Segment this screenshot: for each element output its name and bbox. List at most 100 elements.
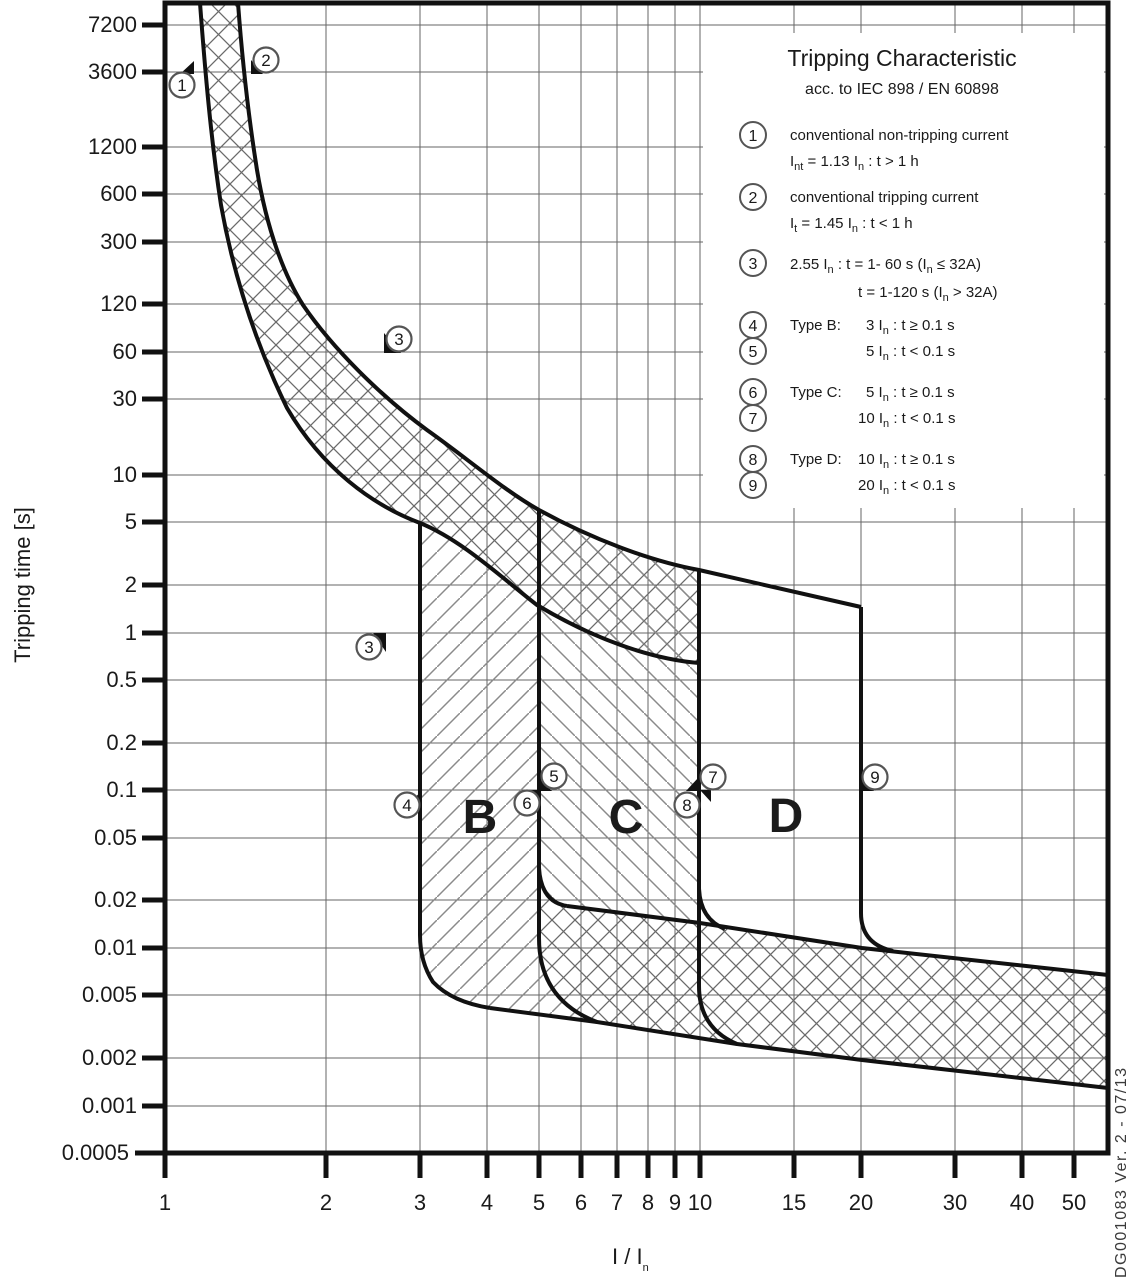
d-max-20in-line <box>859 607 894 953</box>
x-tick-label: 15 <box>782 1190 806 1215</box>
marker-circle-1 <box>168 71 196 99</box>
legend-item-7-formula: 10 In : t < 0.1 s <box>858 410 955 430</box>
marker-circle-4 <box>393 791 421 819</box>
legend-panel: Tripping Characteristic acc. to IEC 898 … <box>703 33 1104 508</box>
y-tick-label: 0.01 <box>94 935 137 960</box>
x-tick-label: 8 <box>642 1190 654 1215</box>
y-tick-label: 0.5 <box>106 667 137 692</box>
legend-item-4-type: Type B: <box>790 317 841 334</box>
y-tick-label: 30 <box>113 386 137 411</box>
y-tick-label: 0.002 <box>82 1045 137 1070</box>
thermal-upper-curve <box>236 2 862 609</box>
y-tick-label: 0.005 <box>82 982 137 1007</box>
y-tick-label: 0.2 <box>106 730 137 755</box>
legend-item-5-formula: 5 In : t < 0.1 s <box>866 343 955 363</box>
legend-marker-1 <box>739 121 767 149</box>
x-tick-label: 7 <box>611 1190 623 1215</box>
legend-marker-2-number: 2 <box>749 190 758 207</box>
legend-marker-6-number: 6 <box>749 385 758 402</box>
y-tick-label: 5 <box>125 509 137 534</box>
x-tick-label: 50 <box>1062 1190 1086 1215</box>
legend-item-1-title: conventional non-tripping current <box>790 127 1009 144</box>
x-tick-label: 5 <box>533 1190 545 1215</box>
chart-title: Tripping Characteristic <box>787 45 1016 71</box>
y-tick-label: 300 <box>100 229 137 254</box>
marker-circle-3b <box>355 633 383 661</box>
y-tick-label: 2 <box>125 572 137 597</box>
y-tick-label: 600 <box>100 181 137 206</box>
x-tick-label: 40 <box>1010 1190 1034 1215</box>
x-tick-label: 30 <box>943 1190 967 1215</box>
marker-number-1: 1 <box>177 76 186 95</box>
y-tick-label: 1 <box>125 620 137 645</box>
y-tick-label: 0.0005 <box>62 1140 129 1165</box>
region-label-b: B <box>463 791 498 844</box>
legend-marker-8-number: 8 <box>749 452 758 469</box>
x-tick-label: 2 <box>320 1190 332 1215</box>
y-tick-label: 120 <box>100 291 137 316</box>
region-label-d: D <box>769 790 804 843</box>
flag-1 <box>180 61 194 74</box>
region-label-c: C <box>609 791 644 844</box>
flag-7 <box>686 778 698 791</box>
x-tick-label: 1 <box>159 1190 171 1215</box>
marker-number-4: 4 <box>402 796 411 815</box>
region-labels: B C D <box>463 790 804 844</box>
x-tick-label: 9 <box>669 1190 681 1215</box>
y-tick-label: 0.1 <box>106 777 137 802</box>
legend-item-6-formula: 5 In : t ≥ 0.1 s <box>866 384 955 404</box>
y-axis-labels: 7200 3600 1200 600 300 120 60 30 10 5 2 … <box>62 12 137 1165</box>
legend-item-1-formula: Int = 1.13 In : t > 1 h <box>790 153 919 173</box>
y-tick-label: 60 <box>113 339 137 364</box>
legend-marker-1-number: 1 <box>749 128 758 145</box>
legend-marker-4-number: 4 <box>749 318 758 335</box>
legend-item-3-line2: t = 1-120 s (In > 32A) <box>858 284 998 304</box>
x-tick-label: 6 <box>575 1190 587 1215</box>
legend-item-2-title: conventional tripping current <box>790 189 979 206</box>
marker-circle-2 <box>252 46 280 74</box>
marker-number-9: 9 <box>870 768 879 787</box>
legend-item-3-line1: 2.55 In : t = 1- 60 s (In ≤ 32A) <box>790 256 981 276</box>
marker-circle-5 <box>540 762 568 790</box>
legend-item-8-type: Type D: <box>790 451 842 468</box>
y-tick-label: 0.05 <box>94 825 137 850</box>
thermal-lower-curve <box>198 2 700 665</box>
y-axis-ticks <box>135 22 166 1156</box>
marker-circle-6 <box>513 789 541 817</box>
marker-number-8: 8 <box>682 796 691 815</box>
legend-marker-7 <box>739 404 767 432</box>
x-axis-ticks <box>162 1153 1077 1178</box>
marker-number-3a: 3 <box>394 330 403 349</box>
y-tick-label: 10 <box>113 462 137 487</box>
legend-marker-3 <box>739 249 767 277</box>
legend-marker-7-number: 7 <box>749 411 758 428</box>
marker-circle-3a <box>385 325 413 353</box>
type-c-region <box>539 510 725 929</box>
legend-item-6-type: Type C: <box>790 384 842 401</box>
legend-item-8-formula: 10 In : t ≥ 0.1 s <box>858 451 955 471</box>
y-tick-label: 0.001 <box>82 1093 137 1118</box>
legend-marker-9 <box>739 471 767 499</box>
marker-circle-9 <box>861 763 889 791</box>
x-tick-label: 10 <box>688 1190 712 1215</box>
legend-marker-5-number: 5 <box>749 344 758 361</box>
x-tick-label: 3 <box>414 1190 426 1215</box>
y-tick-label: 7200 <box>88 12 137 37</box>
marker-number-7: 7 <box>708 768 717 787</box>
marker-number-6: 6 <box>522 794 531 813</box>
x-tick-label: 20 <box>849 1190 873 1215</box>
y-tick-label: 3600 <box>88 59 137 84</box>
marker-number-5: 5 <box>549 767 558 786</box>
marker-number-2: 2 <box>261 51 270 70</box>
legend-item-2-formula: It = 1.45 In : t < 1 h <box>790 215 913 235</box>
document-version-note: DG001083 Ver. 2 - 07/13 <box>1113 1066 1130 1278</box>
legend-marker-9-number: 9 <box>749 478 758 495</box>
d-min-10in-rounding <box>697 887 726 931</box>
characteristic-curves <box>198 2 1109 1090</box>
b-min-3in-line <box>418 523 491 1010</box>
x-axis-labels: 1 2 3 4 5 6 7 8 9 10 15 20 30 40 50 <box>159 1190 1086 1215</box>
y-axis-title: Tripping time [s] <box>10 507 35 663</box>
legend-item-9-formula: 20 In : t < 0.1 s <box>858 477 955 497</box>
legend-marker-3-number: 3 <box>749 256 758 273</box>
